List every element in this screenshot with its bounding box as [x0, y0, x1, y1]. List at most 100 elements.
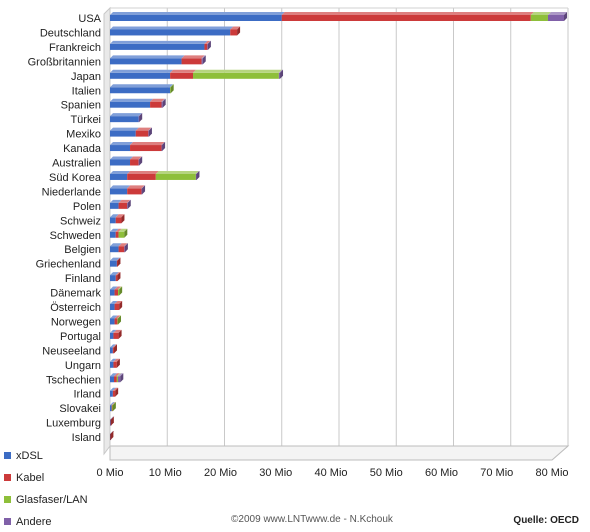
bar: [110, 405, 112, 412]
bar-top: [118, 373, 124, 377]
category-label: Schweden: [50, 230, 101, 242]
category-label: Österreich: [50, 302, 101, 314]
bar: [118, 231, 125, 238]
bar: [138, 159, 140, 166]
bar-top: [530, 12, 551, 15]
bar: [110, 29, 231, 36]
bar-top: [118, 243, 128, 247]
bar-end: [110, 416, 114, 426]
category-label: Australien: [52, 158, 101, 170]
bar: [110, 43, 205, 50]
bar-end: [196, 170, 200, 180]
bar-top: [110, 40, 208, 44]
bar-top: [135, 127, 152, 131]
bar: [181, 58, 202, 65]
bar-top: [547, 12, 567, 15]
bar: [114, 318, 118, 325]
bar-top: [278, 69, 284, 73]
bar: [110, 116, 139, 123]
bar-top: [113, 329, 122, 333]
bar-top: [230, 26, 241, 30]
bar: [110, 87, 171, 94]
bar-end: [124, 228, 128, 238]
bar: [110, 15, 282, 21]
legend: xDSL Kabel Glasfaser/LAN Andere: [4, 450, 88, 528]
bar: [111, 405, 113, 412]
bar-top: [110, 142, 134, 146]
legend-swatch: [4, 518, 11, 525]
x-tick-label: 80 Mio: [535, 467, 568, 479]
bar: [112, 405, 114, 412]
bar: [110, 202, 119, 209]
legend-swatch: [4, 496, 11, 503]
category-label: Japan: [71, 71, 101, 83]
category-label: Slovakei: [59, 403, 101, 415]
category-label: Dänemark: [50, 288, 101, 300]
legend-label: Kabel: [16, 472, 44, 484]
category-label: Niederlande: [42, 186, 101, 198]
bar-top: [118, 228, 128, 232]
bar-end: [119, 286, 123, 296]
bar-end: [280, 69, 284, 79]
bar-top: [110, 12, 285, 15]
bar: [110, 376, 115, 383]
bar-end: [170, 84, 174, 94]
bar-top: [110, 84, 174, 88]
bar: [281, 15, 531, 21]
bar: [114, 304, 120, 310]
bar-top: [170, 69, 197, 73]
bar-top: [150, 98, 165, 102]
bar-top: [110, 402, 115, 406]
category-label: Großbritannien: [28, 56, 101, 68]
category-label: Portugal: [60, 331, 101, 343]
bar-top: [204, 40, 211, 44]
category-label: Italien: [72, 85, 101, 97]
bar-top: [112, 387, 119, 391]
bar-top: [181, 55, 205, 59]
bar-end: [121, 214, 125, 224]
bar: [138, 116, 140, 123]
bar-end: [120, 373, 124, 383]
bar-top: [110, 98, 154, 102]
bar-end: [119, 301, 123, 310]
bar: [124, 246, 126, 253]
bar-top: [116, 373, 122, 377]
bar-top: [110, 69, 174, 73]
category-label: Ungarn: [65, 360, 101, 372]
bar: [115, 231, 119, 238]
category-label: Frankreich: [49, 42, 101, 54]
bar-end: [114, 344, 118, 354]
bar-top: [110, 329, 117, 333]
bar: [207, 43, 209, 50]
bar-end: [127, 199, 131, 209]
bar-top: [281, 12, 534, 15]
bar: [530, 15, 548, 21]
bar-top: [110, 199, 122, 203]
bar: [110, 347, 113, 354]
x-tick-label: 60 Mio: [425, 467, 458, 479]
bar: [127, 202, 128, 209]
bar: [110, 188, 128, 195]
bar-top: [161, 98, 166, 102]
bar: [110, 246, 119, 253]
bar: [113, 361, 117, 368]
bar: [110, 159, 131, 166]
bar-top: [114, 286, 122, 290]
bar-end: [162, 142, 166, 152]
category-labels: USA Deutschland Frankreich Großbritannien Ja…: [28, 13, 102, 444]
bar: [110, 231, 116, 238]
bars: [110, 12, 567, 441]
bar-top: [110, 185, 131, 189]
bar-end: [162, 98, 166, 108]
credit-text: ©2009 www.LNTwww.de - N.Kchouk: [231, 514, 394, 525]
x-tick-label: 50 Mio: [370, 467, 403, 479]
bar: [195, 173, 197, 180]
bar-end: [148, 127, 152, 137]
bar: [116, 260, 118, 267]
bar-top: [110, 55, 185, 59]
bar: [150, 101, 162, 108]
bar: [110, 304, 115, 310]
bar: [110, 260, 117, 267]
bar-top: [110, 214, 119, 218]
bar: [110, 289, 115, 296]
